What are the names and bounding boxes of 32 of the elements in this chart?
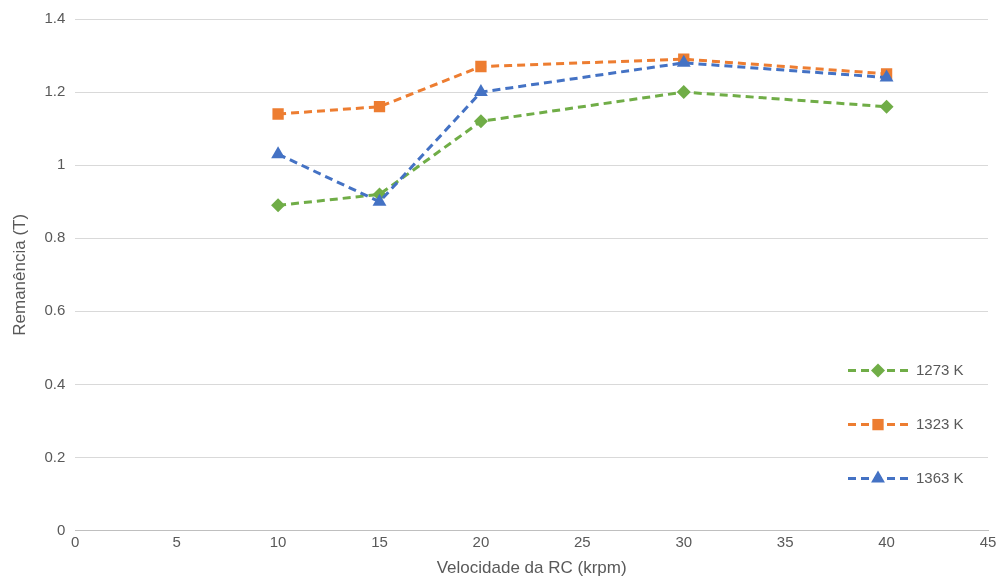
x-tick-label: 45 xyxy=(979,532,997,550)
y-axis-title: Remanência (T) xyxy=(9,213,29,336)
y-tick-label: 0 xyxy=(56,520,66,538)
x-tick-label: 15 xyxy=(371,532,388,550)
point xyxy=(373,101,386,113)
legend-label: 1273 K xyxy=(916,360,964,378)
y-tick-label: 0.4 xyxy=(44,374,66,392)
x-tick-label: 25 xyxy=(573,532,591,550)
point xyxy=(879,99,894,114)
y-tick-label: 1.2 xyxy=(44,82,66,100)
point xyxy=(473,84,488,97)
x-tick-label: 20 xyxy=(472,532,490,550)
legend-label: 1363 K xyxy=(916,468,964,486)
legend-label: 1323 K xyxy=(916,414,964,432)
x-tick-label: 5 xyxy=(172,532,181,550)
y-tick-label: 1.4 xyxy=(44,9,66,27)
y-tick-label: 0.6 xyxy=(44,301,66,319)
point xyxy=(473,114,488,129)
x-tick-label: 40 xyxy=(878,532,895,550)
point xyxy=(475,60,487,73)
point xyxy=(271,146,286,159)
point xyxy=(272,108,284,120)
y-tick-label: 0.2 xyxy=(44,447,66,465)
x-tick-label: 0 xyxy=(71,532,80,550)
x-tick-label: 30 xyxy=(675,532,693,550)
x-tick-label: 10 xyxy=(269,532,287,550)
point xyxy=(676,85,691,100)
x-tick-label: 35 xyxy=(776,532,794,550)
y-tick-label: 0.8 xyxy=(44,228,66,246)
x-axis-title: Velocidade da RC (krpm) xyxy=(436,558,627,578)
point xyxy=(271,198,286,213)
y-tick-label: 1 xyxy=(56,155,66,173)
